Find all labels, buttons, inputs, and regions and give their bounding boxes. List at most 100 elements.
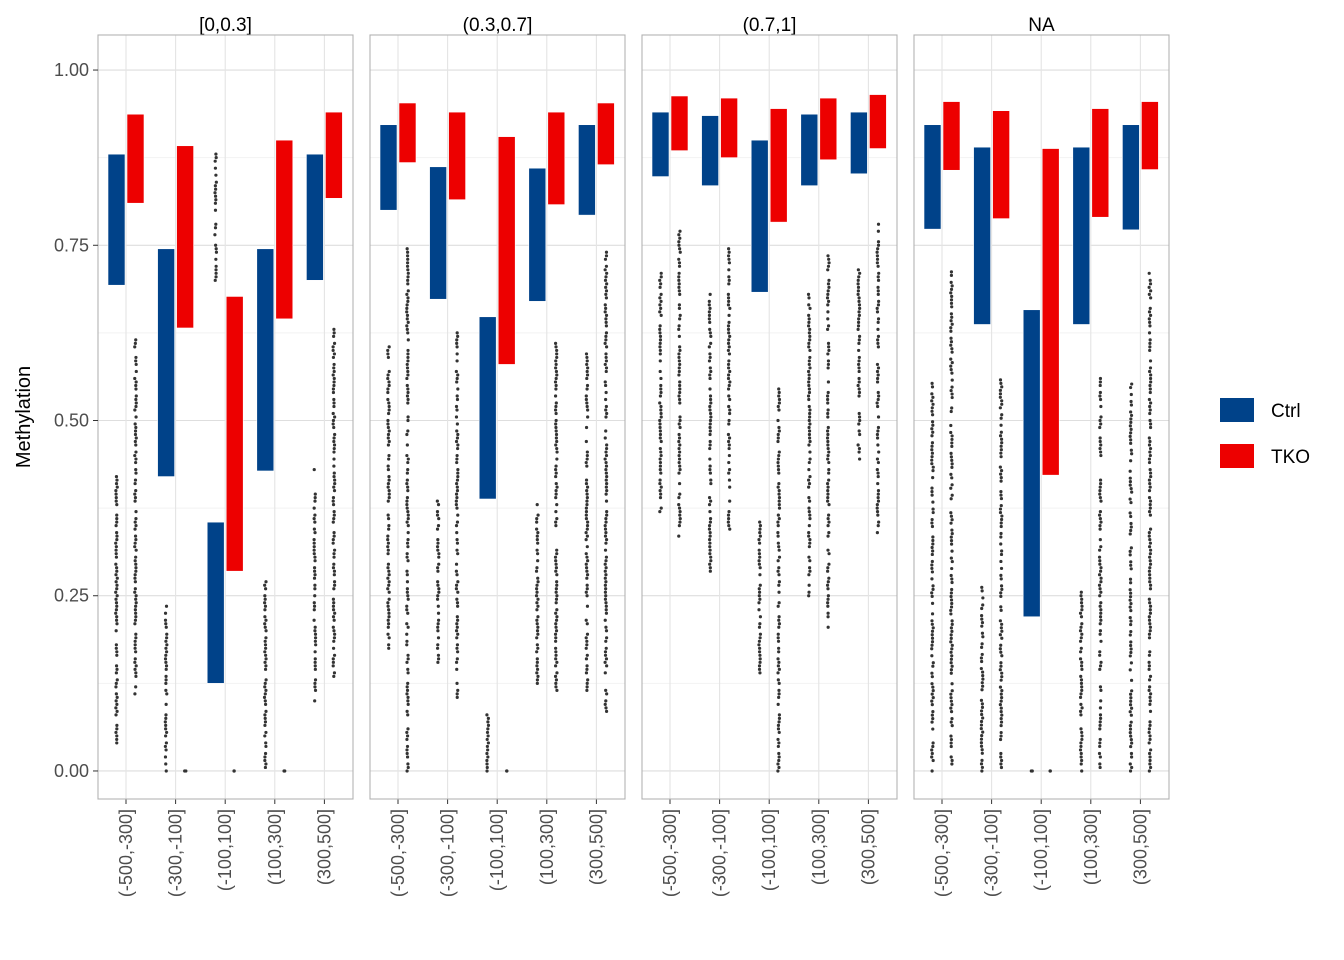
outlier-point <box>826 401 830 405</box>
outlier-point <box>1147 730 1151 735</box>
outlier-point <box>930 699 934 703</box>
outlier-point <box>999 723 1003 728</box>
outlier-point <box>950 476 954 480</box>
outlier-point <box>808 338 812 342</box>
outlier-point <box>930 552 934 557</box>
outlier-point <box>677 432 681 437</box>
outlier-point <box>603 653 608 657</box>
outlier-point <box>585 450 589 454</box>
outlier-point <box>876 366 881 370</box>
panel-border <box>97 34 354 800</box>
outlier-point <box>826 380 831 384</box>
outlier-point <box>134 380 138 384</box>
box-tko <box>597 102 615 165</box>
outlier-point <box>264 587 268 591</box>
outlier-point <box>1129 410 1133 414</box>
outlier-point <box>999 661 1003 665</box>
outlier-point <box>604 706 608 710</box>
outlier-point <box>727 247 731 251</box>
outlier-point <box>585 583 589 587</box>
outlier-point <box>535 566 539 570</box>
outlier-point <box>930 458 934 462</box>
outlier-point <box>677 534 681 538</box>
outlier-point <box>1148 555 1152 559</box>
outlier-point <box>405 324 409 328</box>
outlier-point <box>1099 688 1103 692</box>
outlier-point <box>213 159 217 163</box>
outlier-point <box>313 632 318 636</box>
outlier-point <box>727 261 732 265</box>
outlier-point <box>1148 499 1153 503</box>
outlier-point <box>535 534 539 538</box>
box-ctrl <box>429 166 447 300</box>
box-tko <box>497 136 516 365</box>
box-ctrl <box>206 521 225 684</box>
outlier-point <box>677 422 681 426</box>
outlier-point <box>455 481 459 486</box>
outlier-point <box>950 577 954 581</box>
outlier-point <box>777 394 781 398</box>
outlier-point <box>856 268 860 272</box>
outlier-point <box>1000 399 1004 403</box>
outlier-point <box>856 282 860 286</box>
outlier-point <box>1148 734 1152 738</box>
outlier-point <box>659 506 663 510</box>
outlier-point <box>1148 699 1152 703</box>
outlier-point <box>999 493 1003 497</box>
outlier-point <box>677 397 682 402</box>
outlier-point <box>455 692 459 696</box>
outlier-point <box>1129 619 1133 623</box>
outlier-point <box>436 524 441 528</box>
outlier-point <box>405 481 409 486</box>
x-tick-label: (-300,-100] <box>438 809 458 897</box>
outlier-point <box>999 448 1003 452</box>
outlier-point <box>999 476 1003 480</box>
outlier-point <box>134 450 138 454</box>
box-ctrl <box>306 153 324 281</box>
outlier-point <box>950 434 954 438</box>
outlier-point <box>1148 513 1153 517</box>
outlier-point <box>312 548 316 552</box>
outlier-point <box>331 604 336 608</box>
outlier-point <box>708 566 712 570</box>
outlier-point <box>1098 538 1102 542</box>
outlier-point <box>806 324 811 328</box>
outlier-point <box>777 425 781 430</box>
outlier-point <box>826 408 830 412</box>
outlier-point <box>164 646 168 650</box>
outlier-point <box>875 261 879 265</box>
outlier-point <box>950 566 954 571</box>
outlier-point <box>406 559 410 563</box>
outlier-point <box>757 559 761 563</box>
outlier-point <box>980 705 985 709</box>
outlier-point <box>826 390 830 395</box>
outlier-point <box>998 392 1003 396</box>
outlier-point <box>930 392 934 396</box>
outlier-point <box>1098 713 1103 717</box>
outlier-point <box>826 359 831 363</box>
outlier-point <box>313 678 318 682</box>
outlier-point <box>857 390 862 395</box>
x-tick-label: (-100,100] <box>487 809 507 891</box>
outlier-point <box>455 601 460 605</box>
outlier-point <box>1147 653 1152 657</box>
outlier-point <box>332 474 336 479</box>
outlier-point <box>659 450 663 454</box>
outlier-point <box>585 527 589 531</box>
outlier-point <box>757 667 762 671</box>
outlier-point <box>554 369 559 374</box>
outlier-point <box>950 689 954 693</box>
outlier-point <box>930 594 934 598</box>
outlier-point <box>1098 737 1102 742</box>
outlier-point <box>553 380 558 384</box>
outlier-point <box>386 548 390 552</box>
outlier-point <box>826 324 831 328</box>
outlier-point <box>406 261 410 265</box>
outlier-point <box>950 305 954 309</box>
outlier-point <box>658 285 662 289</box>
box-ctrl <box>800 113 819 186</box>
outlier-point <box>930 755 934 759</box>
outlier-point <box>659 299 663 303</box>
outlier-point <box>857 296 861 300</box>
